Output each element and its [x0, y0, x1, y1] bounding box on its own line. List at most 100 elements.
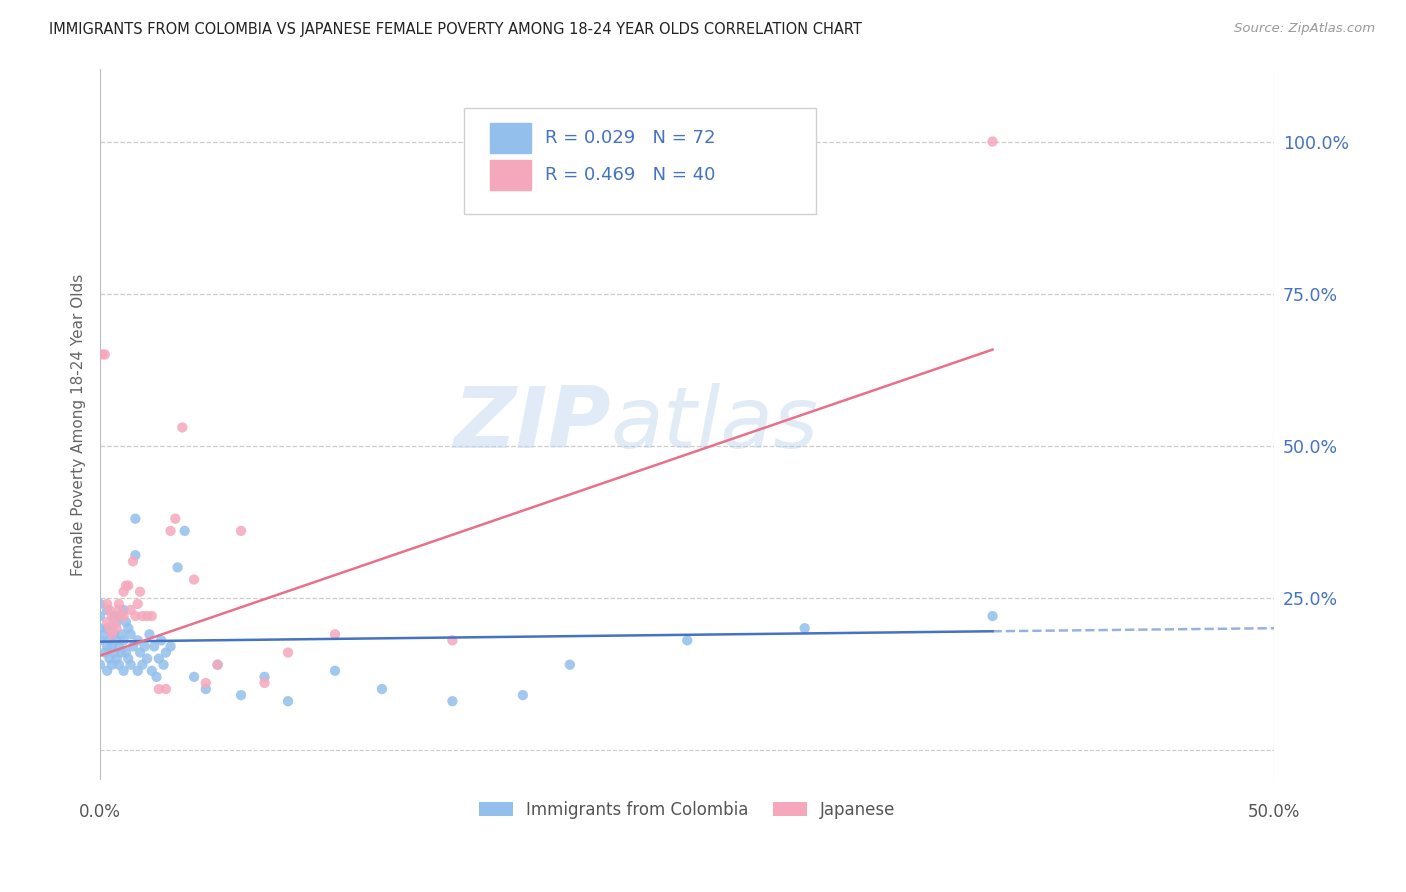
- Point: [91, 347, 114, 361]
- Point: [122, 554, 145, 568]
- Point: [277, 646, 299, 660]
- Point: [89, 657, 111, 672]
- Legend: Immigrants from Colombia, Japanese: Immigrants from Colombia, Japanese: [472, 794, 903, 825]
- Point: [194, 676, 217, 690]
- Point: [103, 627, 125, 641]
- Point: [323, 627, 346, 641]
- Point: [112, 633, 135, 648]
- Point: [159, 640, 181, 654]
- Point: [98, 603, 121, 617]
- Point: [138, 627, 160, 641]
- Point: [108, 640, 131, 654]
- Point: [194, 681, 217, 696]
- Point: [108, 603, 131, 617]
- Point: [115, 579, 138, 593]
- Point: [103, 609, 125, 624]
- Point: [96, 603, 118, 617]
- Point: [323, 664, 346, 678]
- Point: [89, 621, 111, 635]
- Point: [101, 640, 124, 654]
- Point: [676, 633, 699, 648]
- Point: [115, 615, 138, 629]
- Point: [110, 627, 132, 641]
- Point: [558, 657, 581, 672]
- Point: [155, 646, 177, 660]
- Point: [981, 609, 1004, 624]
- Point: [122, 640, 145, 654]
- Point: [229, 524, 252, 538]
- Point: [371, 681, 394, 696]
- Point: [253, 670, 276, 684]
- Point: [89, 609, 111, 624]
- Point: [145, 670, 167, 684]
- Y-axis label: Female Poverty Among 18-24 Year Olds: Female Poverty Among 18-24 Year Olds: [72, 273, 86, 575]
- Point: [112, 584, 135, 599]
- Point: [120, 657, 142, 672]
- Text: IMMIGRANTS FROM COLOMBIA VS JAPANESE FEMALE POVERTY AMONG 18-24 YEAR OLDS CORREL: IMMIGRANTS FROM COLOMBIA VS JAPANESE FEM…: [49, 22, 862, 37]
- Text: ZIP: ZIP: [453, 383, 612, 466]
- Point: [155, 681, 177, 696]
- Point: [441, 633, 464, 648]
- Point: [112, 664, 135, 678]
- Point: [173, 524, 195, 538]
- Point: [441, 694, 464, 708]
- Point: [141, 664, 163, 678]
- Point: [117, 579, 139, 593]
- Point: [110, 609, 132, 624]
- Point: [96, 640, 118, 654]
- Point: [136, 651, 159, 665]
- Text: 0.0%: 0.0%: [79, 803, 121, 821]
- Point: [166, 560, 188, 574]
- Point: [94, 347, 117, 361]
- Point: [120, 603, 142, 617]
- Point: [98, 633, 121, 648]
- Point: [103, 615, 125, 629]
- Point: [131, 609, 153, 624]
- Point: [96, 597, 118, 611]
- Bar: [489, 161, 531, 190]
- Point: [148, 651, 170, 665]
- Point: [94, 646, 117, 660]
- Point: [793, 621, 815, 635]
- Point: [108, 609, 131, 624]
- Point: [143, 640, 166, 654]
- Point: [207, 657, 229, 672]
- Point: [115, 646, 138, 660]
- Point: [148, 681, 170, 696]
- Point: [96, 621, 118, 635]
- Point: [117, 621, 139, 635]
- Point: [124, 548, 146, 562]
- Point: [127, 633, 149, 648]
- Point: [112, 603, 135, 617]
- Point: [101, 627, 124, 641]
- Point: [136, 609, 159, 624]
- Point: [103, 646, 125, 660]
- Point: [101, 621, 124, 635]
- Point: [152, 657, 174, 672]
- Point: [105, 651, 128, 665]
- Point: [98, 621, 121, 635]
- Point: [512, 688, 534, 702]
- Point: [89, 633, 111, 648]
- Point: [129, 584, 152, 599]
- Point: [131, 657, 153, 672]
- Point: [110, 646, 132, 660]
- Point: [165, 512, 187, 526]
- Point: [108, 657, 131, 672]
- Point: [105, 621, 128, 635]
- Text: Source: ZipAtlas.com: Source: ZipAtlas.com: [1234, 22, 1375, 36]
- Point: [96, 664, 118, 678]
- Point: [981, 135, 1004, 149]
- Point: [124, 609, 146, 624]
- FancyBboxPatch shape: [464, 108, 817, 214]
- Point: [101, 657, 124, 672]
- Text: R = 0.029   N = 72: R = 0.029 N = 72: [546, 128, 716, 146]
- Point: [183, 670, 205, 684]
- Point: [98, 651, 121, 665]
- Text: 50.0%: 50.0%: [1249, 803, 1301, 821]
- Point: [150, 633, 173, 648]
- Point: [141, 609, 163, 624]
- Point: [127, 597, 149, 611]
- Point: [134, 640, 156, 654]
- Point: [105, 633, 128, 648]
